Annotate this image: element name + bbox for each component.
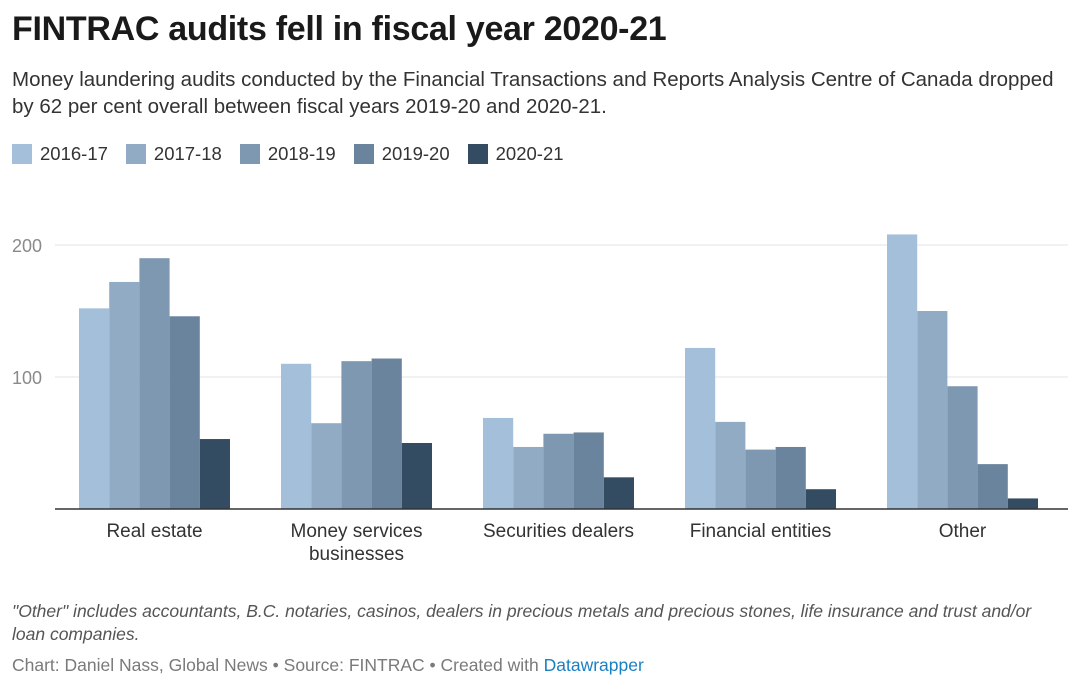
bar: [281, 363, 312, 509]
category-label: Money services businesses: [291, 521, 423, 565]
legend: 2016-17 2017-18 2018-19 2019-20 2020-21: [12, 143, 582, 165]
legend-item: 2016-17: [12, 143, 108, 165]
legend-label: 2020-21: [495, 143, 564, 164]
bar: [483, 417, 514, 509]
bar: [109, 281, 140, 509]
legend-swatch: [353, 144, 374, 164]
bar: [775, 446, 806, 509]
bar: [1007, 498, 1038, 509]
bar: [887, 234, 918, 509]
category-label: Other: [939, 521, 987, 542]
credit-text: Chart: Daniel Nass, Global News • Source…: [12, 655, 544, 675]
bar: [169, 316, 200, 509]
bar: [199, 439, 230, 509]
bar: [341, 361, 372, 509]
bar: [513, 446, 544, 509]
bar: [311, 423, 342, 509]
bar: [947, 386, 978, 509]
legend-item: 2019-20: [353, 143, 450, 165]
bar: [401, 443, 432, 509]
legend-item: 2017-18: [125, 143, 222, 165]
category-label: Financial entities: [690, 521, 832, 542]
bar: [745, 449, 776, 509]
bar: [715, 421, 746, 509]
bar: [805, 489, 836, 509]
legend-swatch: [125, 144, 146, 164]
legend-label: 2018-19: [267, 143, 336, 164]
bar: [139, 258, 170, 509]
bar: [543, 433, 574, 509]
bar: [685, 347, 716, 509]
chart-note: "Other" includes accountants, B.C. notar…: [12, 601, 1032, 644]
bar: [371, 358, 402, 509]
category-label: Securities dealers: [483, 521, 634, 542]
chart-credit: Chart: Daniel Nass, Global News • Source…: [12, 655, 644, 676]
legend-label: 2017-18: [153, 143, 222, 164]
bar: [573, 432, 604, 509]
bar-chart: 100 200 Real estate Money services businesse…: [12, 234, 1068, 565]
legend-item: 2020-21: [467, 143, 564, 165]
legend-item: 2018-19: [239, 143, 336, 165]
bar: [603, 477, 634, 509]
legend-swatch: [239, 144, 260, 164]
bar: [977, 464, 1008, 509]
legend-swatch: [467, 144, 488, 164]
legend-label: 2019-20: [381, 143, 450, 164]
y-tick-label: 200: [12, 236, 42, 256]
legend-swatch: [12, 144, 32, 164]
datawrapper-link[interactable]: Datawrapper: [543, 655, 644, 675]
chart-title: FINTRAC audits fell in fiscal year 2020-…: [12, 10, 667, 48]
bar: [79, 308, 110, 509]
category-label: Real estate: [106, 521, 202, 542]
bar: [917, 311, 948, 509]
legend-label: 2016-17: [40, 143, 108, 164]
y-tick-label: 100: [12, 368, 42, 388]
chart-subtitle: Money laundering audits conducted by the…: [12, 68, 1054, 118]
